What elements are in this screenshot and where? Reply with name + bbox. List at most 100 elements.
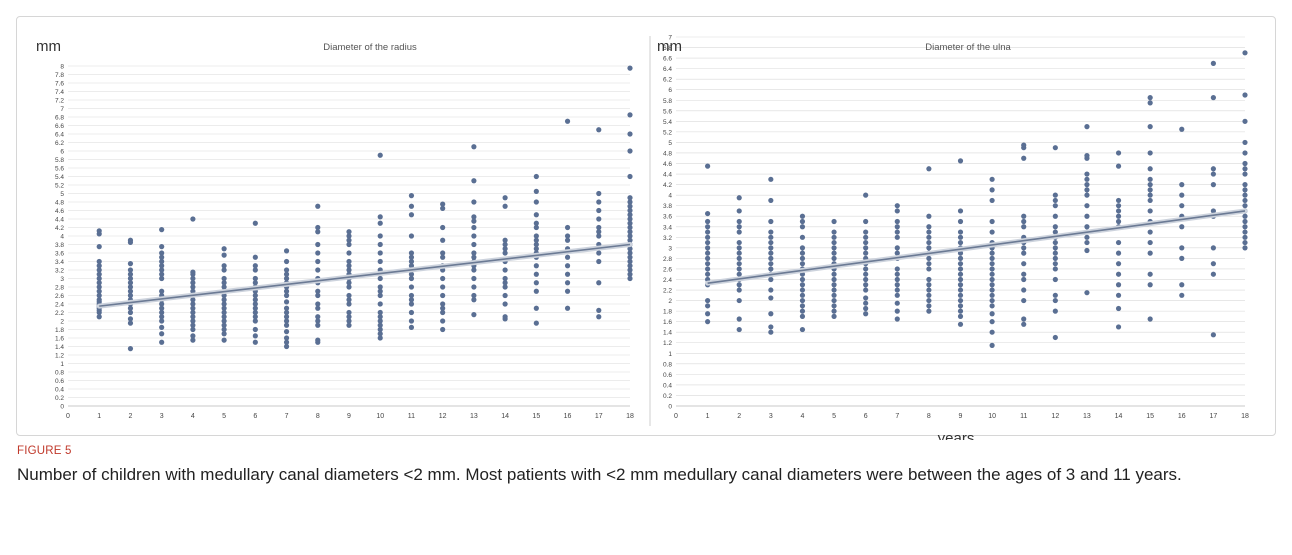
chart2-data-point [831,292,837,298]
chart2-data-point [799,245,806,251]
chart2-data-point [1115,197,1122,204]
chart1-data-point [252,220,258,226]
chart1-data-point [471,284,477,290]
chart1-data-point [408,318,415,324]
chart1-data-point [190,297,196,303]
chart1-data-point [627,148,633,154]
chart1-data-point [96,314,102,320]
chart1-data-point [440,275,446,282]
chart2-data-point [1242,187,1248,193]
chart2-data-point [989,271,995,277]
chart1-data-point [252,309,258,316]
chart1-data-point [627,199,633,205]
chart1-data-point [440,254,446,260]
chart2-unit-label: mm [657,38,682,55]
chart1-data-point [440,201,446,207]
chart2-data-point [1242,197,1248,204]
chart1-data-point [408,324,415,330]
chart1-data-point [346,233,352,239]
chart1-data-point [377,292,383,299]
chart2-data-point [1147,197,1153,204]
chart1-data-point [408,254,415,260]
chart2-data-point [705,319,711,325]
chart2-data-point [863,266,869,272]
chart1-data-point [221,337,227,343]
chart1-data-point [533,173,539,180]
chart2-data-point [1242,171,1248,177]
chart1-x-tick-label: 0 [66,413,70,420]
chart1-data-point [377,335,383,341]
chart2-data-point [1052,145,1058,151]
chart2-data-point [1210,261,1216,267]
chart2-data-point [989,266,995,272]
chart2-y-tick-label: 0.8 [663,361,672,368]
chart2-data-point [1021,276,1027,283]
chart2-data-point [894,203,900,209]
chart2-data-point [1179,192,1185,198]
chart2-y-tick-label: 2.6 [663,266,672,273]
chart2-data-point [926,282,932,288]
chart2-data-point [1147,282,1153,288]
chart2-data-point [1147,208,1153,214]
chart2-data-point [863,271,869,277]
chart1-data-point [377,233,383,239]
chart2-data-point [1021,155,1027,161]
chart2-data-point [1147,250,1153,256]
chart2-data-point [894,218,900,225]
chart2-x-tick-label: 13 [1083,413,1091,420]
chart2-data-point [957,287,964,293]
chart1-data-point [127,346,134,352]
chart1-data-point [471,224,477,231]
chart1-title: Diameter of the radius [323,42,417,53]
chart2-data-point [1084,124,1090,130]
chart1-data-point [252,339,258,345]
chart1-data-point [596,216,602,222]
chart2-data-point [1210,271,1216,277]
chart1-y-tick-label: 0 [60,404,64,411]
chart2-data-point [768,250,774,256]
chart2-data-point [926,276,932,283]
chart2-data-point [1021,245,1027,251]
chart1-data-point [440,292,446,299]
chart1-data-point [346,267,352,273]
chart1-data-point [564,118,571,124]
chart1-data-point [502,250,508,256]
chart1-data-point [377,314,383,320]
chart2-data-point [1147,176,1153,182]
chart1-y-tick-label: 7.8 [55,72,64,79]
chart1-data-point [533,271,539,277]
chart2-data-point [736,195,742,201]
chart2-data-point [1021,287,1027,293]
chart1-data-point [159,331,165,337]
chart2-data-point [831,218,837,225]
chart2-data-point [768,176,774,182]
chart1-y-tick-label: 1 [60,361,64,368]
chart2-data-point [1052,292,1058,298]
chart1-y-tick-label: 6.2 [55,140,64,147]
chart1-y-tick-label: 5.6 [55,166,64,173]
chart2-data-point [1242,229,1248,235]
chart1-data-point [471,267,477,273]
chart1-data-point [159,227,165,233]
chart1-data-point [408,212,415,218]
chart1-data-point [408,292,415,299]
chart2-x-tick-label: 8 [927,413,931,420]
chart2-data-point [1179,182,1185,188]
chart2-data-point [1052,334,1058,341]
chart1-data-point [190,301,196,307]
chart1-data-point [315,203,321,209]
chart2-data-point [926,255,932,261]
chart2-data-point [957,276,964,283]
chart2-data-point [957,255,964,261]
chart1-y-tick-label: 3.4 [55,259,64,266]
chart2-data-point [863,311,869,317]
chart2-data-point [799,261,806,267]
chart2-data-point [1021,250,1027,256]
chart2-data-point [768,261,774,267]
chart1-data-point [408,193,415,199]
chart2-data-point [1147,229,1153,235]
chart1-data-point [221,309,227,316]
chart1-data-point [627,250,633,256]
chart1-data-point [221,314,227,320]
chart2-data-point [989,303,995,309]
